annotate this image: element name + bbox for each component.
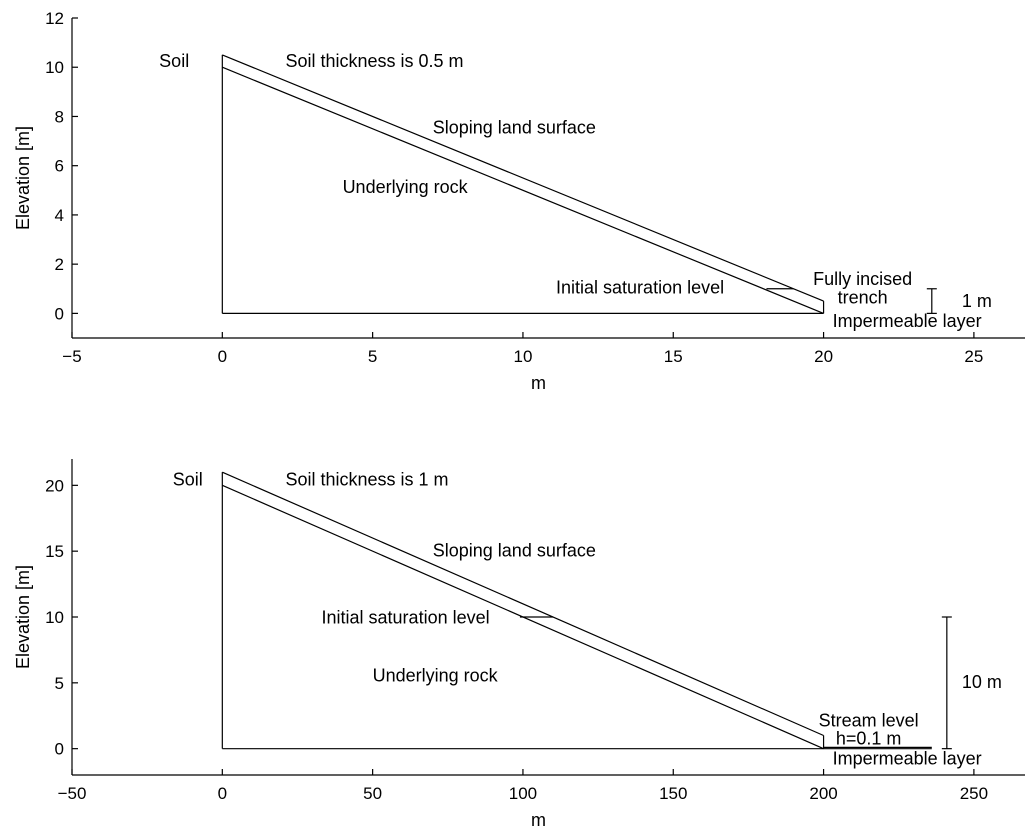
annotation-label: Underlying rock [373,666,499,686]
annotation-label: Stream level [819,710,919,730]
annotation-label: h=0.1 m [836,729,902,749]
panel-1: −5 0 5 10 15 20 25 0 2 4 6 8 10 12 m Elevation [m] Soil S… [13,9,1025,393]
x-tick-label: 0 [218,784,227,803]
annotation-label: Fully incised [813,269,912,289]
x-tick-label: 200 [809,784,837,803]
panel-2: −50 0 50 100 150 200 250 0 5 10 15 20 m Elevation [m]… [13,459,1025,830]
y-tick-label: 0 [55,740,64,759]
y-tick-label: 4 [55,206,64,225]
x-tick-label: 0 [218,347,227,366]
annotation-label: Soil [159,51,189,71]
y-tick-label: 5 [55,674,64,693]
x-tick-label: 15 [664,347,683,366]
annotation-label: Soil thickness is 1 m [285,469,448,489]
x-tick-label: −50 [58,784,87,803]
y-tick-label: 12 [45,9,64,28]
y-tick-label: 10 [45,58,64,77]
annotation-label: Initial saturation level [556,278,724,298]
land-surface [222,471,824,737]
x-tick-label: 25 [964,347,983,366]
y-tick-label: 2 [55,255,64,274]
rock-surface [222,66,824,314]
x-axis-title: m [531,810,546,830]
annotation-label: Impermeable layer [833,748,982,768]
annotation-label: Sloping land surface [433,540,596,560]
x-axis-title: m [531,373,546,393]
annotation-label: Soil thickness is 0.5 m [285,51,463,71]
x-tick-label: 100 [509,784,537,803]
annotation-label: 1 m [962,291,992,311]
y-tick-label: 0 [55,304,64,323]
annotation-label: 10 m [962,672,1002,692]
x-tick-label: −5 [62,347,81,366]
y-axis-title: Elevation [m] [13,565,33,669]
x-tick-label: 10 [513,347,532,366]
x-tick-label: 150 [659,784,687,803]
annotation-label: Impermeable layer [833,311,982,331]
annotation-label: Underlying rock [343,177,469,197]
x-tick-label: 250 [960,784,988,803]
x-tick-label: 5 [368,347,377,366]
annotation-label: Soil [173,469,203,489]
y-tick-label: 10 [45,608,64,627]
y-tick-label: 6 [55,157,64,176]
x-tick-label: 20 [814,347,833,366]
land-surface [222,54,824,302]
y-tick-label: 15 [45,542,64,561]
annotation-label: Sloping land surface [433,118,596,138]
y-tick-label: 20 [45,476,64,495]
annotation-label: trench [838,288,888,308]
y-tick-label: 8 [55,107,64,126]
y-axis-title: Elevation [m] [13,126,33,230]
annotation-label: Initial saturation level [322,608,490,628]
x-tick-label: 50 [363,784,382,803]
